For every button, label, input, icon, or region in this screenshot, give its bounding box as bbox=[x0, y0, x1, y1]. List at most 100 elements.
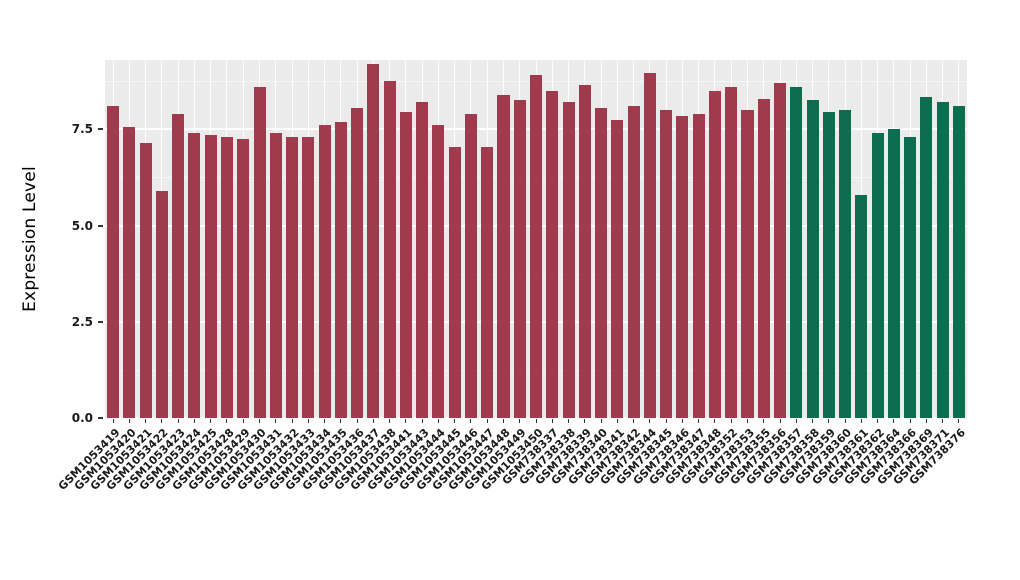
bar-GSM738353 bbox=[741, 110, 754, 418]
x-tick-mark bbox=[763, 419, 765, 423]
bar-GSM1053420 bbox=[123, 127, 136, 418]
x-tick-mark bbox=[551, 419, 553, 423]
x-label-slot: GSM738361 bbox=[809, 418, 871, 558]
bars-row bbox=[105, 60, 967, 418]
bar-slot bbox=[739, 60, 755, 418]
bar-GSM1053433 bbox=[302, 137, 315, 418]
bar-slot bbox=[902, 60, 918, 418]
bar-GSM1053422 bbox=[155, 190, 168, 418]
x-tick-mark bbox=[291, 419, 293, 423]
bar-slot bbox=[284, 60, 300, 418]
x-label-slot: GSM1053449 bbox=[462, 418, 529, 558]
bar-slot bbox=[674, 60, 690, 418]
bar-GSM1053446 bbox=[464, 113, 477, 418]
bar-slot bbox=[349, 60, 365, 418]
x-label-slot: GSM1053428 bbox=[169, 418, 236, 558]
x-tick-mark bbox=[275, 419, 277, 423]
bar-GSM1053448 bbox=[497, 94, 510, 418]
x-tick-mark bbox=[681, 419, 683, 423]
x-tick-mark bbox=[145, 419, 147, 423]
y-tick-mark bbox=[98, 224, 103, 227]
bar-GSM738366 bbox=[904, 137, 917, 418]
x-tick-mark bbox=[356, 419, 358, 423]
x-label-slot: GSM738345 bbox=[614, 418, 675, 558]
x-label-slot: GSM738353 bbox=[695, 418, 757, 558]
y-axis-ticks: 0.0 2.5 5.0 7.5 bbox=[0, 60, 105, 425]
y-tick-label: 0.0 bbox=[71, 411, 93, 425]
bar-slot bbox=[251, 60, 267, 418]
bar-slot bbox=[626, 60, 642, 418]
x-tick-mark bbox=[454, 419, 456, 423]
x-label-slot: GSM1053431 bbox=[218, 418, 285, 558]
x-tick-mark bbox=[193, 419, 195, 423]
x-label-slot: GSM738352 bbox=[679, 418, 740, 558]
bar-GSM738362 bbox=[871, 133, 884, 418]
x-tick-mark bbox=[324, 419, 326, 423]
bar-slot bbox=[512, 60, 528, 418]
bar-slot bbox=[430, 60, 446, 418]
bar-slot bbox=[658, 60, 674, 418]
bar-slot bbox=[528, 60, 544, 418]
bar-GSM1053441 bbox=[399, 111, 412, 418]
bar-GSM1053423 bbox=[172, 113, 185, 418]
plot-panel bbox=[105, 60, 967, 418]
x-label-slot: GSM738371 bbox=[890, 418, 952, 558]
x-label-slot: GSM1053421 bbox=[88, 418, 155, 558]
x-label-slot: GSM738338 bbox=[516, 418, 578, 558]
x-label-slot: GSM738339 bbox=[533, 418, 594, 558]
x-label-slot: GSM1053445 bbox=[397, 418, 464, 558]
x-label-slot: GSM1053435 bbox=[283, 418, 350, 558]
x-label-slot: GSM1053437 bbox=[316, 418, 383, 558]
bar-GSM1053425 bbox=[204, 135, 217, 418]
x-label-slot: GSM738356 bbox=[728, 418, 789, 558]
x-label-slot: GSM738358 bbox=[760, 418, 822, 558]
bar-slot bbox=[756, 60, 772, 418]
x-tick-mark bbox=[730, 419, 732, 423]
bar-slot bbox=[300, 60, 316, 418]
bar-GSM738339 bbox=[578, 85, 591, 418]
x-label-slot: GSM738364 bbox=[842, 418, 903, 558]
x-tick-mark bbox=[242, 419, 244, 423]
x-label-slot: GSM738341 bbox=[565, 418, 627, 558]
x-tick-mark bbox=[421, 419, 423, 423]
x-label-slot: GSM738357 bbox=[744, 418, 805, 558]
x-tick-mark bbox=[958, 419, 960, 423]
y-tick-label: 5.0 bbox=[71, 218, 93, 233]
bar-GSM738348 bbox=[708, 90, 721, 418]
x-label-slot: GSM1053422 bbox=[104, 418, 171, 558]
x-tick-mark bbox=[112, 419, 114, 423]
bar-slot bbox=[577, 60, 593, 418]
x-tick-mark bbox=[437, 419, 439, 423]
bar-GSM1053434 bbox=[318, 125, 331, 418]
x-tick-mark bbox=[633, 419, 635, 423]
bar-slot bbox=[837, 60, 853, 418]
bar-slot bbox=[951, 60, 967, 418]
x-tick-mark bbox=[877, 419, 879, 423]
x-label-slot: GSM738348 bbox=[663, 418, 724, 558]
x-tick-mark bbox=[844, 419, 846, 423]
bar-slot bbox=[235, 60, 251, 418]
x-label-slot: GSM738355 bbox=[712, 418, 773, 558]
bar-slot bbox=[691, 60, 707, 418]
bar-slot bbox=[447, 60, 463, 418]
bar-slot bbox=[804, 60, 820, 418]
x-label-slot: GSM738342 bbox=[581, 418, 643, 558]
x-tick-mark bbox=[177, 419, 179, 423]
bar-GSM738376 bbox=[952, 106, 965, 418]
x-label-slot: GSM1053441 bbox=[348, 418, 415, 558]
x-tick-mark bbox=[470, 419, 472, 423]
bar-slot bbox=[886, 60, 902, 418]
bar-slot bbox=[414, 60, 430, 418]
bar-slot bbox=[398, 60, 414, 418]
x-label-slot: GSM1053448 bbox=[446, 418, 513, 558]
x-tick-mark bbox=[535, 419, 537, 423]
x-label-slot: GSM1053419 bbox=[56, 418, 122, 558]
bar-GSM1053435 bbox=[334, 121, 347, 418]
x-label-slot: GSM738359 bbox=[777, 418, 838, 558]
x-label-slot: GSM1053430 bbox=[202, 418, 269, 558]
bar-slot bbox=[609, 60, 625, 418]
bar-GSM1053436 bbox=[351, 108, 364, 418]
bar-GSM1053437 bbox=[367, 63, 380, 418]
bar-slot bbox=[723, 60, 739, 418]
bar-GSM738352 bbox=[725, 86, 738, 418]
